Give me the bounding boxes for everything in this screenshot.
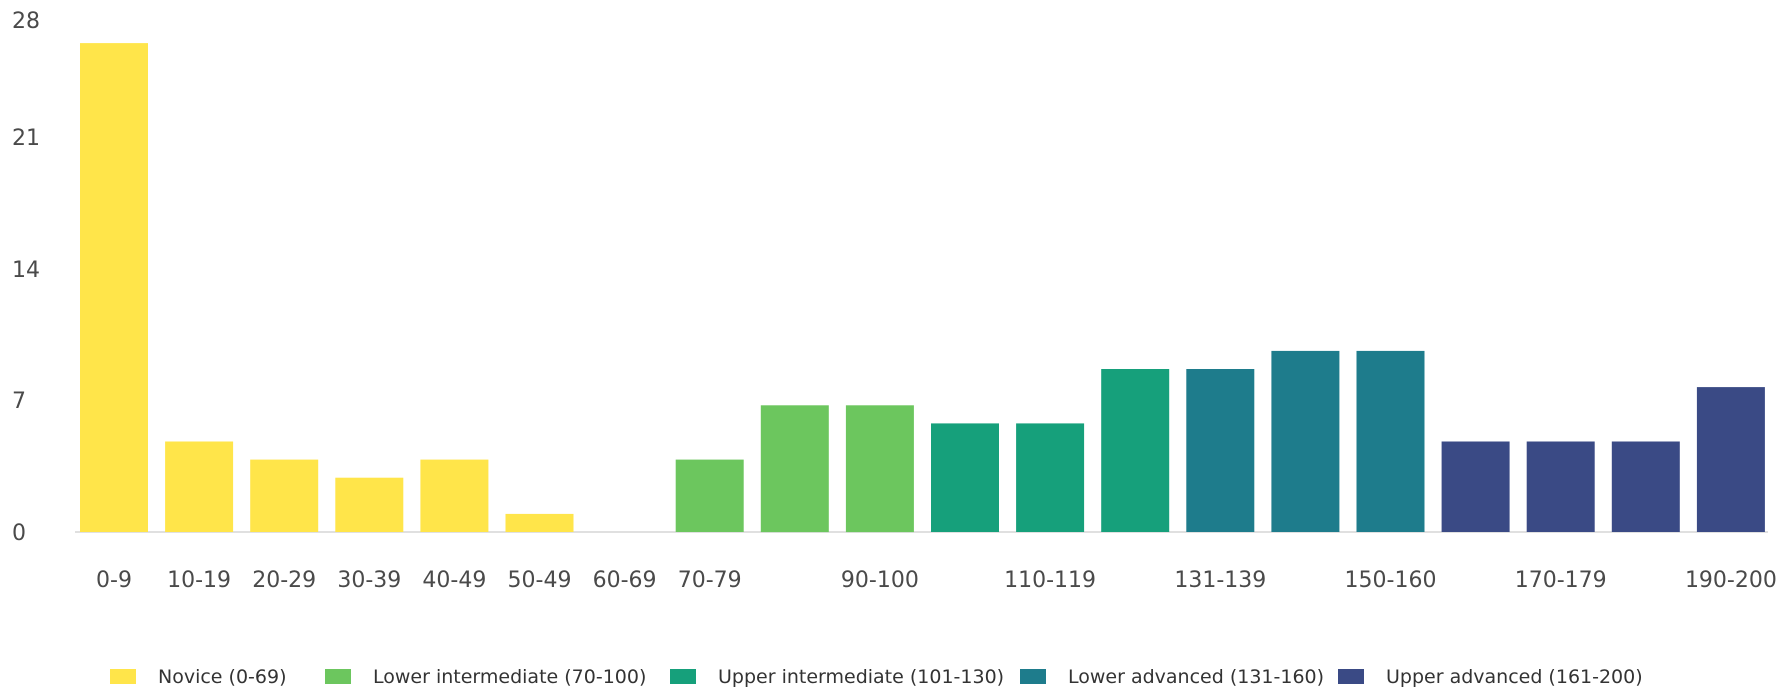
x-tick-label: 50-49 xyxy=(508,568,572,593)
x-tick-label: 90-100 xyxy=(841,568,919,593)
bar-90-100 xyxy=(845,405,914,533)
bar-0-9 xyxy=(80,43,148,532)
bar-20-29 xyxy=(250,459,319,532)
x-tick-label: 60-69 xyxy=(593,568,657,593)
bar-170-179 xyxy=(1526,441,1595,532)
bar-70-79 xyxy=(675,459,744,532)
legend-swatch xyxy=(1338,669,1364,684)
bar-80-89 xyxy=(760,405,829,533)
legend-swatch xyxy=(110,669,136,684)
legend-label: Upper intermediate (101-130) xyxy=(718,666,1004,688)
bar-150-160 xyxy=(1356,350,1425,532)
x-axis: 0-9 10-19 20-29 30-39 40-49 50-49 60-69 70-79 90… xyxy=(96,568,1777,593)
legend-swatch xyxy=(1020,669,1046,684)
y-tick-label: 0 xyxy=(12,521,26,546)
bar-180-189 xyxy=(1611,441,1680,532)
x-tick-label: 170-179 xyxy=(1515,568,1607,593)
x-tick-label: 150-160 xyxy=(1345,568,1437,593)
bar-110-119 xyxy=(1016,423,1085,532)
legend: Novice (0-69) Lower intermediate (70-100)… xyxy=(110,666,1643,688)
x-tick-label: 70-79 xyxy=(678,568,742,593)
bars xyxy=(80,43,1765,533)
y-tick-label: 21 xyxy=(12,126,40,151)
bar-40-49 xyxy=(420,459,489,532)
legend-label: Lower intermediate (70-100) xyxy=(373,666,646,688)
bar-161-169 xyxy=(1441,441,1510,532)
y-axis: 0 7 14 21 28 xyxy=(12,9,40,546)
x-tick-label: 0-9 xyxy=(96,568,132,593)
legend-swatch xyxy=(670,669,696,684)
bar-190-200 xyxy=(1696,387,1765,532)
legend-label: Lower advanced (131-160) xyxy=(1068,666,1324,688)
y-tick-label: 7 xyxy=(12,389,26,414)
bar-120-130 xyxy=(1101,369,1170,532)
bar-10-19 xyxy=(165,441,234,532)
legend-label: Upper advanced (161-200) xyxy=(1386,666,1643,688)
y-tick-label: 28 xyxy=(12,9,40,34)
legend-swatch xyxy=(325,669,351,684)
x-tick-label: 30-39 xyxy=(337,568,401,593)
bar-30-39 xyxy=(335,477,404,532)
x-tick-label: 40-49 xyxy=(422,568,486,593)
bar-50-49 xyxy=(505,513,574,532)
legend-label: Novice (0-69) xyxy=(158,666,286,688)
bar-140-149 xyxy=(1271,350,1340,532)
x-tick-label: 110-119 xyxy=(1004,568,1096,593)
x-tick-label: 20-29 xyxy=(252,568,316,593)
x-tick-label: 131-139 xyxy=(1174,568,1266,593)
bar-101-109 xyxy=(931,423,999,532)
x-tick-label: 190-200 xyxy=(1685,568,1777,593)
x-tick-label: 10-19 xyxy=(167,568,231,593)
bar-131-139 xyxy=(1186,369,1255,532)
y-tick-label: 14 xyxy=(12,258,40,283)
